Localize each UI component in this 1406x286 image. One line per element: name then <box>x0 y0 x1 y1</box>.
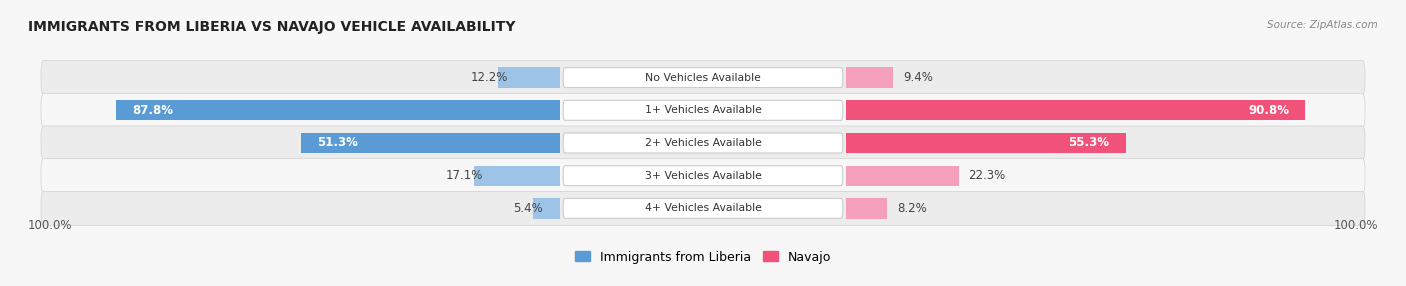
Text: 87.8%: 87.8% <box>132 104 173 117</box>
Text: No Vehicles Available: No Vehicles Available <box>645 73 761 83</box>
FancyBboxPatch shape <box>41 61 1365 95</box>
Bar <box>301 133 560 153</box>
Bar <box>846 67 893 88</box>
Bar <box>533 198 560 219</box>
Text: 100.0%: 100.0% <box>1333 219 1378 232</box>
Text: 22.3%: 22.3% <box>969 169 1005 182</box>
Bar <box>846 166 959 186</box>
Text: 12.2%: 12.2% <box>471 71 508 84</box>
FancyBboxPatch shape <box>564 100 842 120</box>
FancyBboxPatch shape <box>41 159 1365 193</box>
Text: 55.3%: 55.3% <box>1069 136 1109 150</box>
Text: 8.2%: 8.2% <box>897 202 927 215</box>
FancyBboxPatch shape <box>564 198 842 218</box>
Text: 2+ Vehicles Available: 2+ Vehicles Available <box>644 138 762 148</box>
Bar <box>846 100 1305 120</box>
Text: 100.0%: 100.0% <box>28 219 73 232</box>
Bar <box>846 133 1126 153</box>
Text: 5.4%: 5.4% <box>513 202 543 215</box>
Text: 17.1%: 17.1% <box>446 169 484 182</box>
Text: 1+ Vehicles Available: 1+ Vehicles Available <box>644 105 762 115</box>
FancyBboxPatch shape <box>564 166 842 186</box>
Text: IMMIGRANTS FROM LIBERIA VS NAVAJO VEHICLE AVAILABILITY: IMMIGRANTS FROM LIBERIA VS NAVAJO VEHICL… <box>28 20 516 34</box>
FancyBboxPatch shape <box>41 191 1365 225</box>
Legend: Immigrants from Liberia, Navajo: Immigrants from Liberia, Navajo <box>569 246 837 269</box>
Bar <box>474 166 560 186</box>
Text: 90.8%: 90.8% <box>1249 104 1289 117</box>
FancyBboxPatch shape <box>564 133 842 153</box>
Text: 9.4%: 9.4% <box>903 71 934 84</box>
FancyBboxPatch shape <box>41 93 1365 127</box>
Text: 51.3%: 51.3% <box>316 136 357 150</box>
Bar <box>846 198 887 219</box>
FancyBboxPatch shape <box>564 68 842 88</box>
Bar <box>115 100 560 120</box>
Text: 3+ Vehicles Available: 3+ Vehicles Available <box>644 171 762 181</box>
FancyBboxPatch shape <box>41 126 1365 160</box>
Text: 4+ Vehicles Available: 4+ Vehicles Available <box>644 203 762 213</box>
Bar <box>499 67 560 88</box>
Text: Source: ZipAtlas.com: Source: ZipAtlas.com <box>1267 20 1378 30</box>
